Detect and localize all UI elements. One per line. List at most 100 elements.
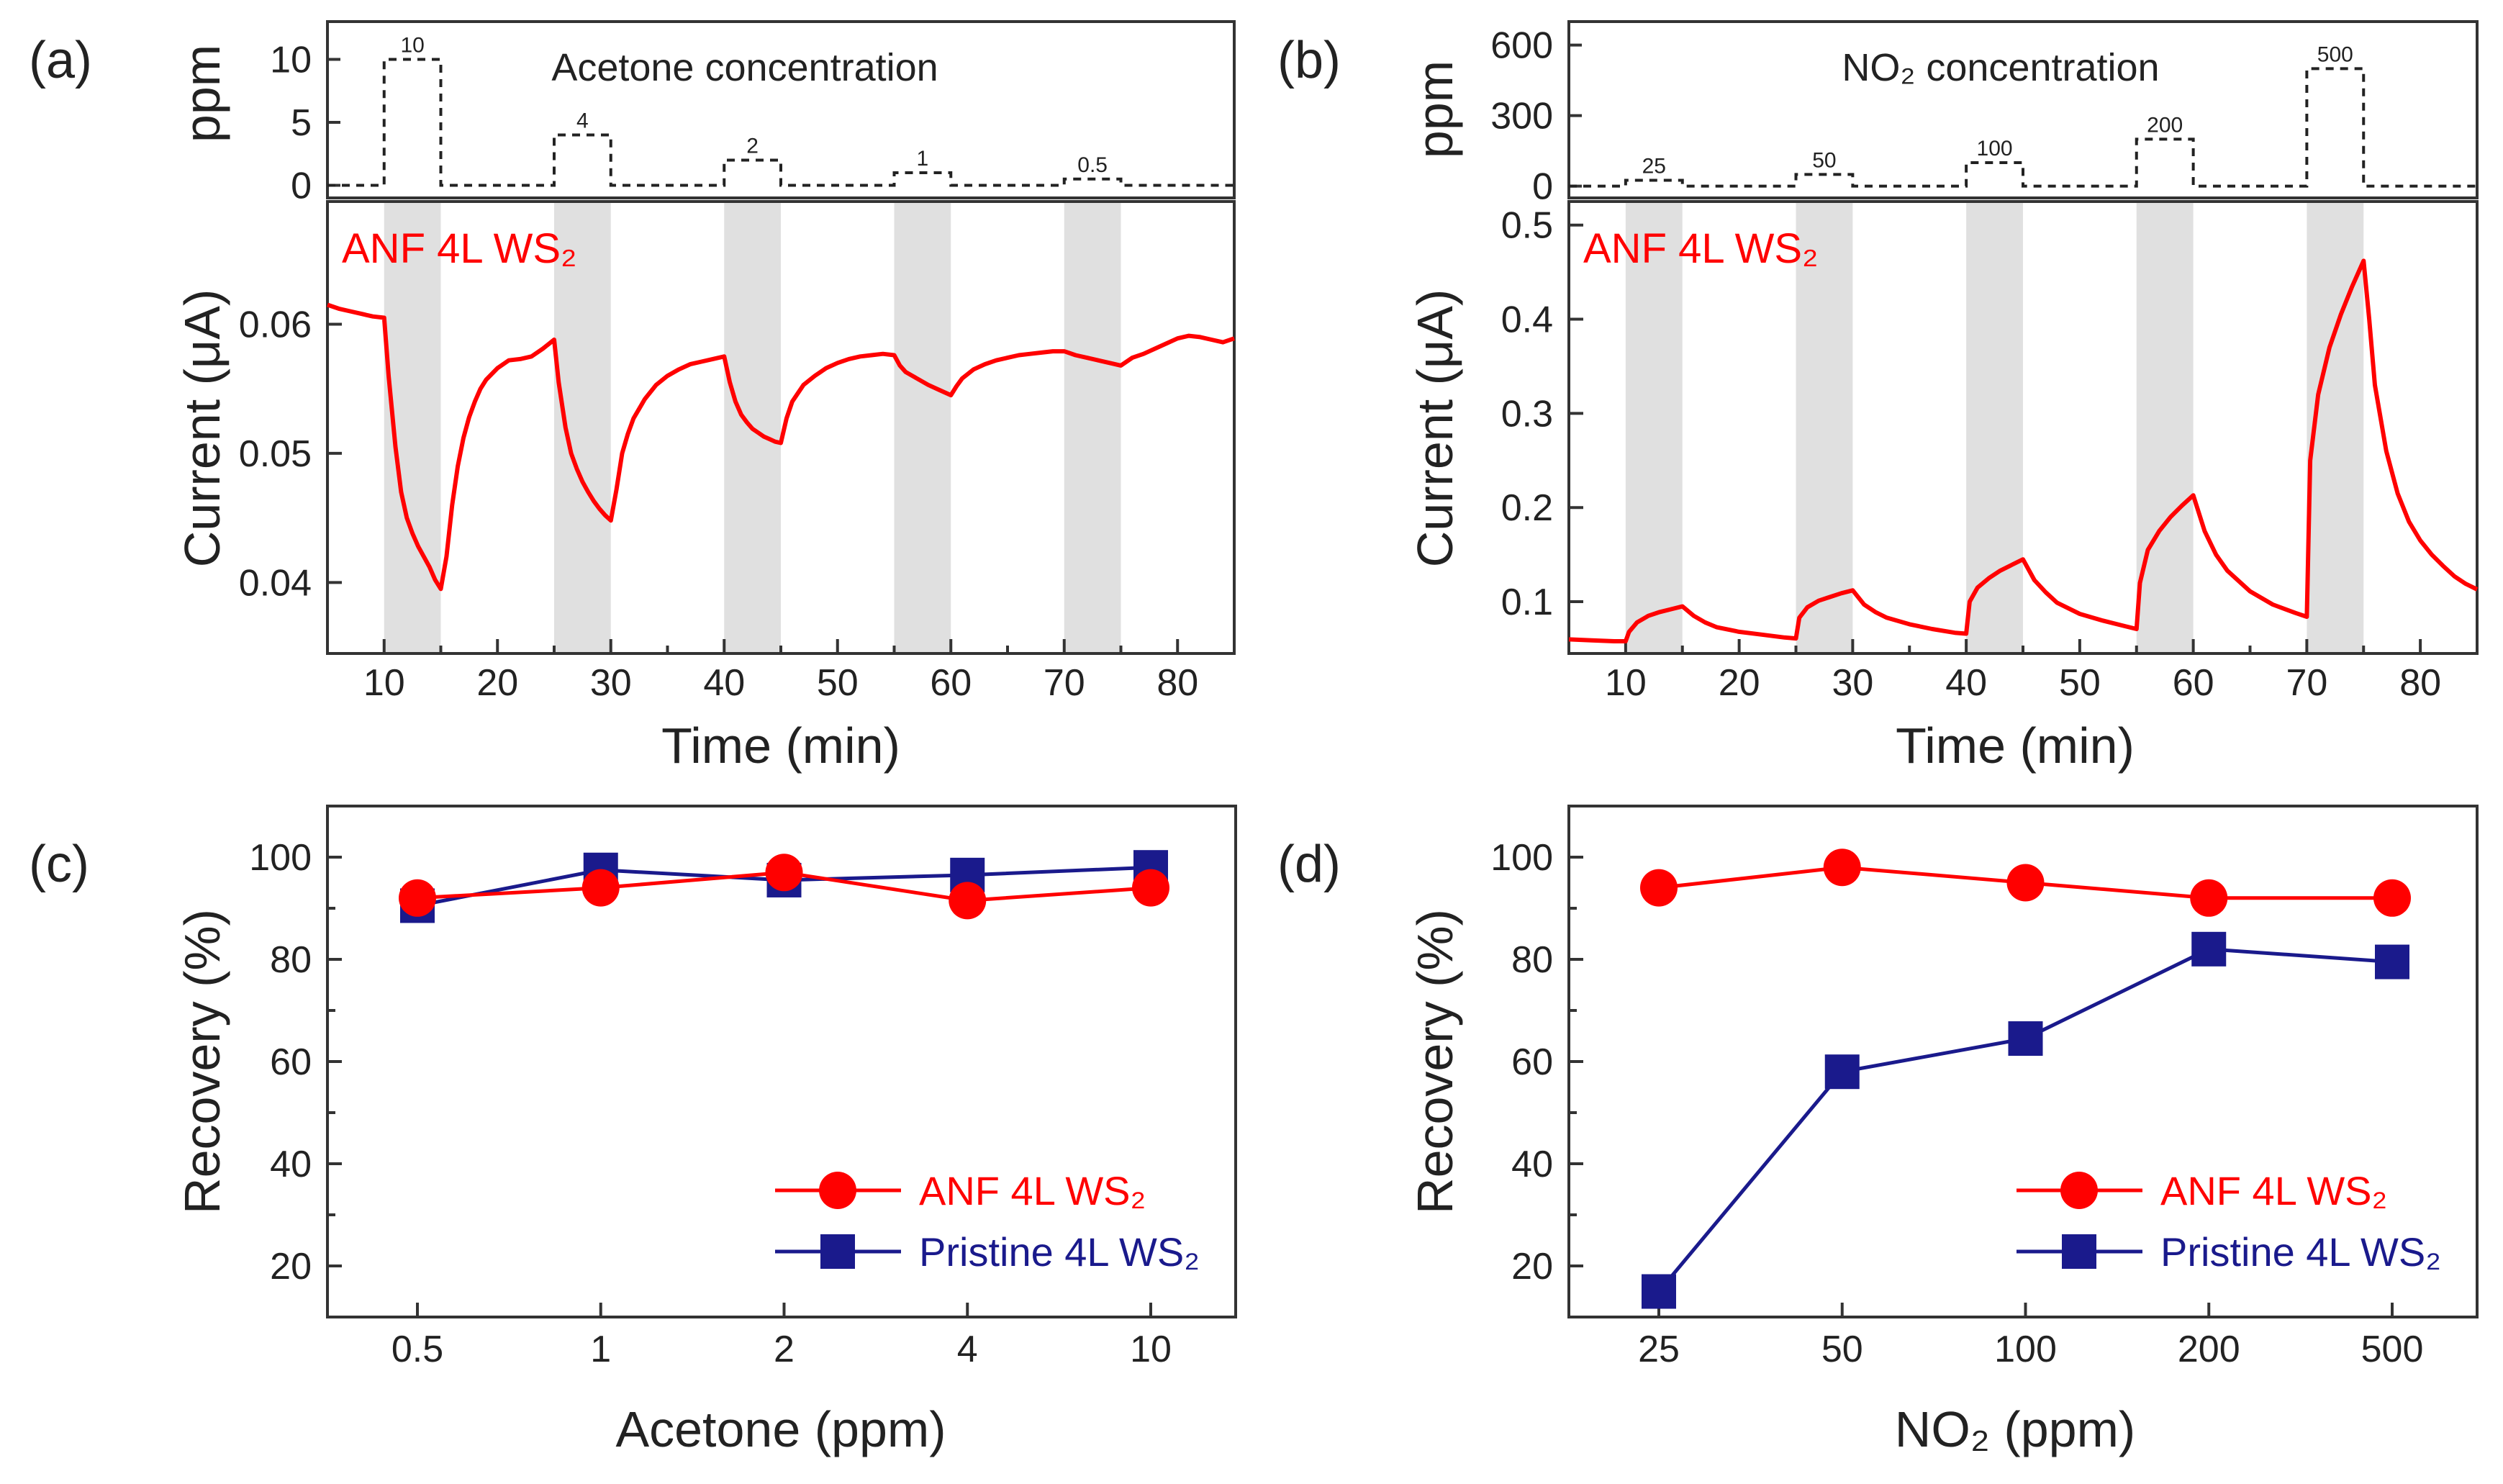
c-series-0-point-3 [949,882,987,920]
panel-b-label: (b) [1277,32,1341,89]
b-current-ytick-label-1: 0.2 [1501,487,1553,529]
d-series-1-point-0 [1642,1274,1676,1309]
d-series-0-point-3 [2190,879,2228,917]
b-dose-dose-profile [1569,67,2477,188]
d-xtick-label-0: 25 [1638,1329,1680,1370]
panel-b-dose-plot: 0 300 600 25 50 100 200 500 [1490,25,2477,208]
c-legend-label-0: ANF 4L WS₂ [919,1168,1146,1213]
b-dose-pulse-label-4: 500 [2317,42,2353,66]
b-current-exposure-band-0 [1625,203,1683,652]
d-series-0-point-4 [2373,879,2411,917]
d-series-1-point-2 [2008,1021,2043,1057]
b-current-ytick-label-2: 0.3 [1501,393,1553,435]
d-series-1-point-3 [2191,931,2227,967]
a-current-exposure-band-3 [894,203,951,652]
c-ytick-label-0: 20 [270,1246,312,1288]
a-current-trace-0 [327,302,1235,592]
b-current-ytick-label-0: 0.1 [1501,582,1553,623]
a-current-xtick-label-20: 20 [476,662,518,704]
d-series-0-point-2 [2006,864,2045,902]
a-current-xtick-label-70: 70 [1044,662,1085,704]
panel-c-xlabel: Acetone (ppm) [615,1401,946,1457]
d-ytick-label-1: 40 [1511,1144,1553,1185]
panel-c-legend: ANF 4L WS₂ Pristine 4L WS₂ [775,1168,1200,1275]
c-legend-marker-0 [819,1172,856,1209]
a-current-ytick-label-1: 0.05 [239,433,312,475]
c-series-0-point-4 [1132,869,1169,907]
panel-a-current-plot: 10 20 30 40 50 60 70 80 0.04 0.05 0.06 [239,203,1236,704]
b-current-xtick-label-50: 50 [2059,662,2101,704]
c-legend-marker-1 [820,1234,855,1269]
a-dose-pulse-label-2: 2 [746,135,759,158]
c-xtick-label-1: 1 [590,1329,611,1370]
c-ytick-label-1: 40 [270,1144,312,1185]
panel-b-dose-title: NO₂ concentration [1842,46,2159,89]
a-current-xtick-label-50: 50 [817,662,859,704]
panel-b-sample-label: ANF 4L WS₂ [1583,225,1819,272]
c-series-0-point-0 [399,879,436,917]
b-dose-ytick-label-1: 300 [1490,96,1553,137]
a-current-xtick-label-30: 30 [590,662,632,704]
a-current-xtick-label-60: 60 [930,662,972,704]
d-xtick-label-1: 50 [1821,1329,1863,1370]
panel-d-xlabel: NO₂ (ppm) [1895,1401,2135,1457]
panel-b-xlabel: Time (min) [1896,718,2135,774]
c-xtick-label-3: 4 [957,1329,978,1370]
d-xtick-label-3: 200 [2178,1329,2240,1370]
a-dose-pulse-label-4: 0.5 [1077,153,1108,177]
b-current-exposure-band-3 [2136,203,2194,652]
panel-a-dose-axis-label: ppm [174,45,230,142]
a-dose-pulse-label-1: 4 [576,109,589,133]
d-legend-label-0: ANF 4L WS₂ [2160,1168,2387,1213]
b-current-xtick-label-80: 80 [2399,662,2441,704]
panel-c-plot: 20 40 60 80 100 0.5 1 2 4 10 [249,805,1172,1370]
b-current-xtick-label-20: 20 [1719,662,1760,704]
c-series-0-point-2 [765,854,803,892]
panel-d-ylabel: Recovery (%) [1407,909,1463,1214]
panel-c-ylabel: Recovery (%) [174,909,230,1214]
b-dose-pulse-label-2: 100 [1977,137,2013,160]
d-legend-label-1: Pristine 4L WS₂ [2160,1229,2441,1275]
a-current-ytick-label-2: 0.06 [239,304,312,345]
d-legend-marker-1 [2062,1234,2096,1269]
a-dose-pulse-label-0: 10 [400,34,424,58]
a-dose-pulse-label-3: 1 [917,147,929,171]
b-current-xtick-label-60: 60 [2173,662,2214,704]
a-current-exposure-band-4 [1064,203,1121,652]
c-legend-label-1: Pristine 4L WS₂ [919,1229,1200,1275]
panel-b-dose-axis-label: ppm [1407,60,1463,158]
b-current-ytick-label-4: 0.5 [1501,205,1553,247]
panel-a-dose-title: Acetone concentration [551,46,938,89]
c-series-0-point-1 [581,869,620,907]
b-dose-pulse-label-3: 200 [2147,113,2183,137]
panel-c-label: (c) [29,836,89,893]
c-ytick-label-3: 80 [270,939,312,981]
panel-b-current-ylabel: Current (μA) [1407,289,1463,568]
panel-b-dose-frame [1567,20,2479,199]
c-ytick-label-2: 60 [270,1041,312,1083]
panel-a-dose-frame [326,20,1236,199]
b-current-xtick-label-10: 10 [1605,662,1647,704]
c-xtick-label-0: 0.5 [391,1329,443,1370]
a-dose-dose-profile [327,58,1234,187]
d-series-0-point-0 [1640,869,1678,907]
d-ytick-label-0: 20 [1511,1246,1553,1288]
d-ytick-label-3: 80 [1511,939,1553,981]
a-dose-ytick-label-0: 0 [291,166,312,207]
d-xtick-label-4: 500 [2361,1329,2424,1370]
b-current-exposure-band-2 [1966,203,2023,652]
panel-a-current-ylabel: Current (μA) [174,289,230,568]
d-xtick-label-2: 100 [1994,1329,2057,1370]
b-current-ytick-label-3: 0.4 [1501,299,1553,341]
b-current-exposure-band-1 [1796,203,1853,652]
panel-c: (c) 20 40 60 80 100 0.5 1 2 4 10 ANF 4L WS₂ Pristi… [29,805,1237,1457]
panel-a-sample-label: ANF 4L WS₂ [342,225,577,272]
c-ytick-label-4: 100 [249,837,312,879]
d-ytick-label-4: 100 [1490,837,1553,879]
d-legend-marker-0 [2060,1172,2098,1209]
b-current-xtick-label-30: 30 [1832,662,1873,704]
panel-d-label: (d) [1277,836,1341,893]
a-current-xtick-label-10: 10 [363,662,405,704]
b-dose-pulse-label-0: 25 [1642,155,1666,178]
